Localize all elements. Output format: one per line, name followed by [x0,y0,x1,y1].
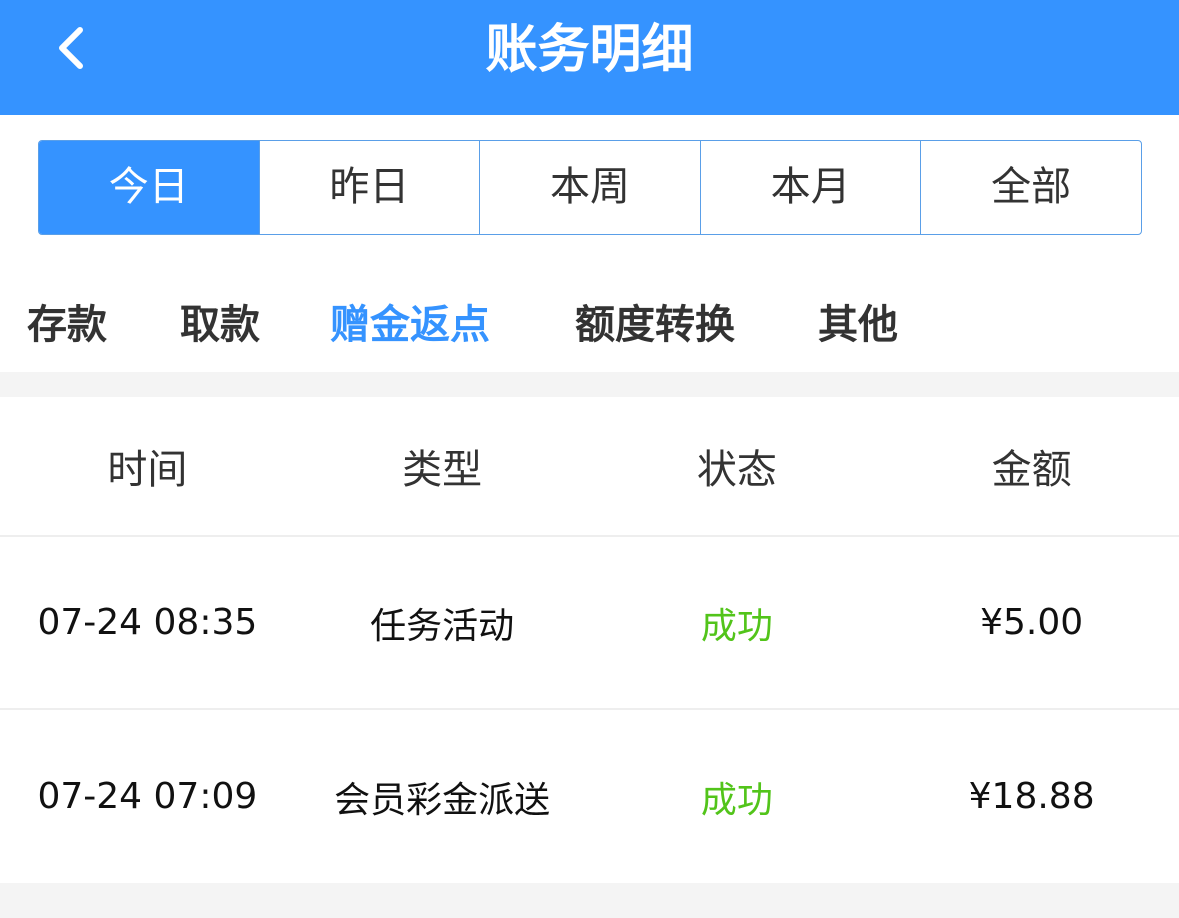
cell-status: 成功 [700,779,773,821]
back-button[interactable] [48,24,98,74]
date-filter-yesterday[interactable]: 昨日 [258,141,480,234]
cell-time: 07-24 08:35 [37,602,258,643]
cell-type: 任务活动 [370,605,515,647]
date-filter-this-week[interactable]: 本周 [479,141,700,234]
table-row: 07-24 08:35 任务活动 成功 ¥5.00 [0,537,1179,710]
table-row: 07-24 07:09 会员彩金派送 成功 ¥18.88 [0,710,1179,883]
transactions-table: 时间 类型 状态 金额 07-24 08:35 任务活动 成功 ¥5.00 07… [0,397,1179,883]
category-tab-bonus-rebate[interactable]: 赠金返点 [330,302,490,348]
page-title: 账务明细 [485,20,694,80]
column-header-time: 时间 [107,447,188,493]
column-header-type: 类型 [402,447,483,493]
column-header-status: 状态 [696,447,777,493]
cell-status: 成功 [700,605,773,647]
date-filter-segmented: 今日 昨日 本周 本月 全部 [38,140,1142,235]
table-header: 时间 类型 状态 金额 [0,397,1179,537]
cell-amount: ¥18.88 [968,776,1095,817]
category-tab-transfer[interactable]: 额度转换 [575,302,735,348]
header-bar: 账务明细 [0,0,1179,115]
date-filter-all[interactable]: 全部 [920,141,1141,234]
column-header-amount: 金额 [991,447,1072,493]
category-tab-other[interactable]: 其他 [818,302,898,348]
category-tab-deposit[interactable]: 存款 [27,302,107,348]
cell-time: 07-24 07:09 [37,776,258,817]
date-filter-this-month[interactable]: 本月 [699,141,921,234]
cell-type: 会员彩金派送 [334,779,551,821]
category-tab-withdraw[interactable]: 取款 [180,302,260,348]
cell-amount: ¥5.00 [980,602,1084,643]
date-filter-today[interactable]: 今日 [39,141,259,234]
chevron-left-icon [59,27,83,69]
